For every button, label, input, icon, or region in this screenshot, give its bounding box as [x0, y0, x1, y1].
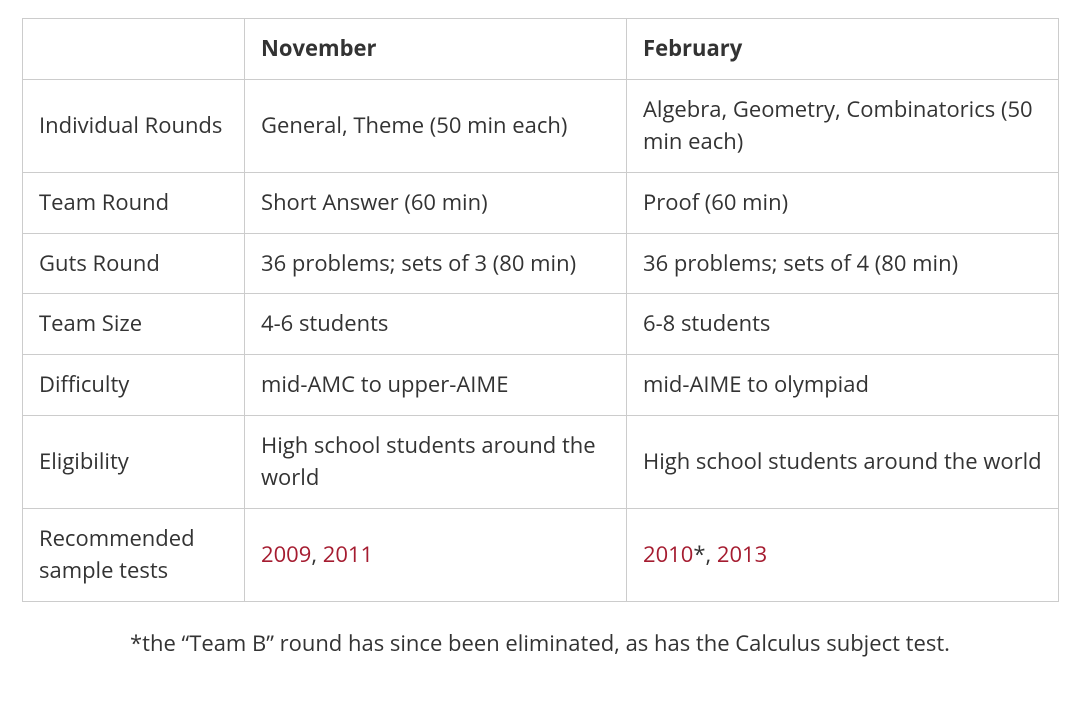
row-label-team-round: Team Round — [23, 172, 245, 233]
cell-difficulty-february: mid-AIME to olympiad — [627, 355, 1059, 416]
sample-test-link-2009[interactable]: 2009 — [261, 539, 311, 569]
table-row: Difficulty mid-AMC to upper-AIME mid-AIM… — [23, 355, 1059, 416]
sample-test-link-2013[interactable]: 2013 — [717, 539, 767, 569]
row-label-individual-rounds: Individual Rounds — [23, 79, 245, 172]
sample-test-link-2011[interactable]: 2011 — [323, 539, 373, 569]
cell-eligibility-november: High school students around the world — [245, 416, 627, 509]
comparison-table: November February Individual Rounds Gene… — [22, 18, 1059, 602]
cell-individual-rounds-february: Algebra, Geometry, Combinatorics (50 min… — [627, 79, 1059, 172]
cell-team-round-november: Short Answer (60 min) — [245, 172, 627, 233]
cell-eligibility-february: High school students around the world — [627, 416, 1059, 509]
cell-individual-rounds-november: General, Theme (50 min each) — [245, 79, 627, 172]
cell-sample-tests-november: 2009, 2011 — [245, 509, 627, 602]
row-label-team-size: Team Size — [23, 294, 245, 355]
cell-team-size-november: 4-6 students — [245, 294, 627, 355]
row-label-sample-tests: Recommended sample tests — [23, 509, 245, 602]
cell-sample-tests-february: 2010*, 2013 — [627, 509, 1059, 602]
row-label-guts-round: Guts Round — [23, 233, 245, 294]
table-row: Recommended sample tests 2009, 2011 2010… — [23, 509, 1059, 602]
table-row: Eligibility High school students around … — [23, 416, 1059, 509]
table-row: Guts Round 36 problems; sets of 3 (80 mi… — [23, 233, 1059, 294]
sample-test-link-suffix: * — [693, 539, 705, 569]
row-label-difficulty: Difficulty — [23, 355, 245, 416]
table-row: Team Size 4-6 students 6-8 students — [23, 294, 1059, 355]
header-november: November — [245, 19, 627, 80]
header-february: February — [627, 19, 1059, 80]
cell-guts-round-february: 36 problems; sets of 4 (80 min) — [627, 233, 1059, 294]
table-row: Team Round Short Answer (60 min) Proof (… — [23, 172, 1059, 233]
list-separator: , — [311, 539, 322, 569]
cell-team-size-february: 6-8 students — [627, 294, 1059, 355]
list-separator: , — [705, 539, 716, 569]
header-blank — [23, 19, 245, 80]
sample-test-link-2010[interactable]: 2010 — [643, 539, 693, 569]
table-row: Individual Rounds General, Theme (50 min… — [23, 79, 1059, 172]
table-header-row: November February — [23, 19, 1059, 80]
row-label-eligibility: Eligibility — [23, 416, 245, 509]
cell-guts-round-november: 36 problems; sets of 3 (80 min) — [245, 233, 627, 294]
footnote-text: *the “Team B” round has since been elimi… — [22, 628, 1058, 660]
cell-team-round-february: Proof (60 min) — [627, 172, 1059, 233]
cell-difficulty-november: mid-AMC to upper-AIME — [245, 355, 627, 416]
